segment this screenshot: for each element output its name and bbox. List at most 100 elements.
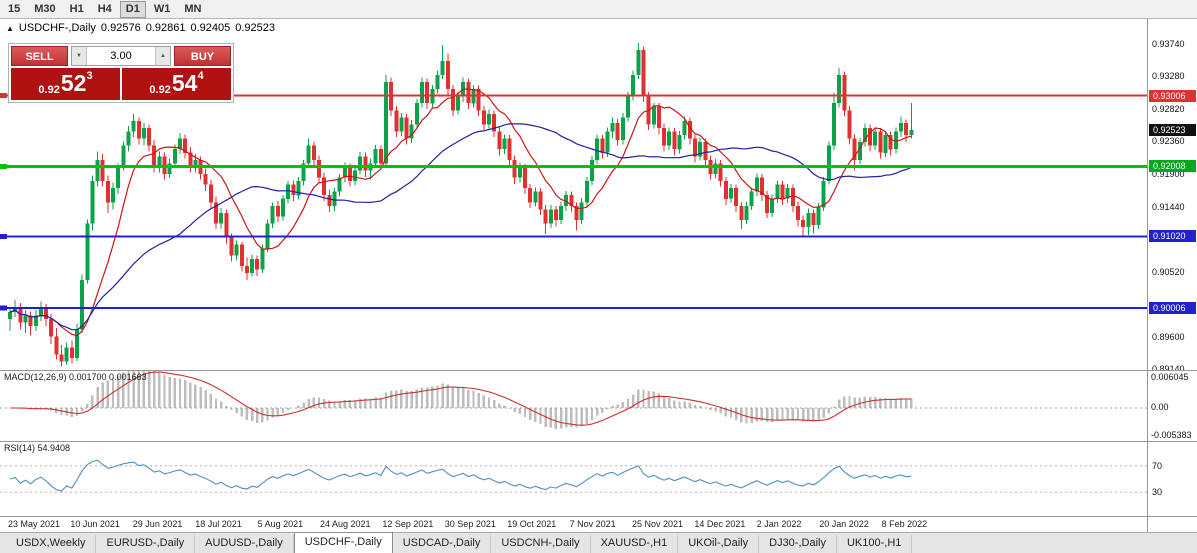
- volume-stepper: ▼ 3.00 ▲: [71, 46, 171, 66]
- volume-decrease-button[interactable]: ▼: [72, 47, 87, 65]
- macd-axis-min: -0.005383: [1151, 430, 1192, 440]
- one-click-trading-widget: SELL ▼ 3.00 ▲ BUY 0.92 52 3 0.92 54 4: [8, 43, 234, 103]
- rsi-chart-canvas[interactable]: [0, 442, 1147, 516]
- main-chart-panel: ▲ USDCHF-,Daily 0.92576 0.92861 0.92405 0.925…: [0, 19, 1197, 370]
- timeframe-button-mn[interactable]: MN: [184, 2, 202, 15]
- price-level-badge: 0.90006: [1149, 302, 1196, 314]
- time-axis-label: 30 Sep 2021: [444, 519, 496, 529]
- buy-price-button[interactable]: 0.92 54 4: [122, 68, 231, 100]
- rsi-indicator-panel: RSI(14) 54.9408 70 30: [0, 441, 1197, 516]
- timeframe-button-d1[interactable]: D1: [119, 0, 146, 18]
- timeframe-button-15[interactable]: 15: [8, 2, 21, 15]
- macd-label: MACD(12,26,9) 0.001700 0.001663: [4, 372, 147, 382]
- macd-plot-area[interactable]: MACD(12,26,9) 0.001700 0.001663: [0, 371, 1147, 441]
- rsi-axis-30: 30: [1152, 487, 1163, 497]
- time-axis-label: 12 Sep 2021: [382, 519, 434, 529]
- price-axis-tick: 0.89600: [1152, 331, 1185, 342]
- price-axis-tick: 0.91440: [1152, 201, 1185, 212]
- rsi-axis-70: 70: [1152, 461, 1163, 471]
- timeframe-button-h1[interactable]: H1: [69, 2, 84, 15]
- sell-price-big: 52: [60, 70, 87, 96]
- sell-price-button[interactable]: 0.92 52 3: [11, 68, 120, 100]
- rsi-label: RSI(14) 54.9408: [4, 443, 71, 453]
- time-axis-label: 29 Jun 2021: [132, 519, 183, 529]
- buy-price-big: 54: [171, 70, 198, 96]
- chart-tab-ukoil-daily[interactable]: UKOil-,Daily: [678, 535, 760, 553]
- price-axis-tick: 0.93740: [1152, 38, 1185, 49]
- chart-tab-eurusd-daily[interactable]: EURUSD-,Daily: [96, 535, 196, 553]
- price-level-badge: 0.93006: [1149, 89, 1196, 102]
- price-axis-tick: 0.91900: [1152, 168, 1185, 179]
- rsi-axis: 70 30: [1147, 442, 1197, 516]
- ohlc-open: 0.92576: [100, 22, 141, 34]
- horizontal-level-lines: [0, 93, 1147, 311]
- chart-tab-audusd-daily[interactable]: AUDUSD-,Daily: [195, 535, 294, 553]
- ma-slow-line: [9, 123, 912, 331]
- one-click-top-row: SELL ▼ 3.00 ▲ BUY: [11, 46, 231, 66]
- chart-plot-area[interactable]: ▲ USDCHF-,Daily 0.92576 0.92861 0.92405 0.925…: [0, 19, 1147, 370]
- macd-axis-zero: 0.00: [1151, 402, 1169, 412]
- chart-tab-dj30-daily[interactable]: DJ30-,Daily: [759, 535, 837, 553]
- buy-price-sup: 4: [197, 70, 204, 82]
- price-level-badge: 0.92008: [1149, 160, 1196, 173]
- chart-tab-usdcnh-daily[interactable]: USDCNH-,Daily: [491, 535, 591, 553]
- sell-price-sup: 3: [86, 70, 93, 82]
- timeframe-button-w1[interactable]: W1: [153, 2, 171, 15]
- chart-tab-usdchf-daily[interactable]: USDCHF-,Daily: [293, 532, 393, 553]
- price-level-badge: 0.92523: [1149, 123, 1196, 136]
- time-axis-label: 18 Jul 2021: [195, 519, 242, 529]
- buy-button[interactable]: BUY: [174, 46, 231, 66]
- time-axis-row: 23 May 2021 10 Jun 2021 29 Jun 2021 18 Jul …: [0, 516, 1197, 532]
- rsi-line: [9, 459, 912, 492]
- price-axis-tick: 0.93280: [1152, 71, 1185, 82]
- price-axis-tick: 0.90520: [1152, 266, 1185, 277]
- time-axis[interactable]: 23 May 2021 10 Jun 2021 29 Jun 2021 18 Jul …: [0, 517, 1147, 532]
- price-chart-canvas[interactable]: [0, 19, 1147, 370]
- price-axis-tick: 0.89140: [1152, 364, 1185, 370]
- time-axis-label: 8 Feb 2022: [881, 519, 928, 529]
- chart-title: ▲ USDCHF-,Daily 0.92576 0.92861 0.92405 0.925…: [6, 22, 280, 34]
- time-axis-label: 14 Dec 2021: [694, 519, 746, 529]
- sell-price-prefix: 0.92: [38, 84, 60, 96]
- time-axis-label: 7 Nov 2021: [569, 519, 616, 529]
- ma-fast-line: [9, 88, 912, 337]
- ohlc-high: 0.92861: [145, 22, 186, 34]
- macd-signal-line: [10, 371, 912, 426]
- macd-indicator-panel: MACD(12,26,9) 0.001700 0.001663 0.006045…: [0, 370, 1197, 441]
- chart-tab-uk100-h1[interactable]: UK100-,H1: [837, 535, 913, 553]
- price-level-badge: 0.91020: [1149, 230, 1196, 243]
- ohlc-low: 0.92405: [190, 22, 231, 34]
- time-axis-corner: [1147, 517, 1197, 532]
- chart-tab-usdx-weekly[interactable]: USDX,Weekly: [6, 535, 97, 553]
- timeframe-toolbar: 15 M30 H1 H4 D1 W1 MN: [0, 0, 1197, 19]
- time-axis-label: 5 Aug 2021: [257, 519, 304, 529]
- buy-price-prefix: 0.92: [149, 84, 171, 96]
- time-axis-label: 20 Jan 2022: [819, 519, 869, 529]
- one-click-toggle-icon[interactable]: ▲: [6, 24, 14, 33]
- macd-axis-max: 0.006045: [1151, 372, 1189, 382]
- timeframe-button-h4[interactable]: H4: [97, 2, 112, 15]
- macd-axis: 0.006045 0.00 -0.005383: [1147, 371, 1197, 441]
- time-axis-label: 10 Jun 2021: [70, 519, 120, 529]
- one-click-price-row: 0.92 52 3 0.92 54 4: [11, 68, 231, 100]
- time-axis-label: 19 Oct 2021: [507, 519, 557, 529]
- timeframe-button-m30[interactable]: M30: [34, 2, 56, 15]
- time-axis-label: 23 May 2021: [8, 519, 61, 529]
- rsi-plot-area[interactable]: RSI(14) 54.9408: [0, 442, 1147, 516]
- volume-increase-button[interactable]: ▲: [155, 47, 170, 65]
- time-axis-label: 24 Aug 2021: [320, 519, 371, 529]
- time-axis-label: 2 Jan 2022: [756, 519, 802, 529]
- ohlc-close: 0.92523: [235, 22, 275, 34]
- chart-symbol-period: USDCHF-,Daily: [18, 22, 96, 34]
- chart-tab-xauusd-h1[interactable]: XAUUSD-,H1: [591, 535, 679, 553]
- sell-button[interactable]: SELL: [11, 46, 68, 66]
- chart-tab-usdcad-daily[interactable]: USDCAD-,Daily: [393, 535, 492, 553]
- price-axis[interactable]: 0.93740 0.93280 0.92820 0.92360 0.91900 0.914…: [1147, 19, 1197, 370]
- time-axis-label: 25 Nov 2021: [632, 519, 684, 529]
- price-axis-tick: 0.92820: [1152, 103, 1185, 114]
- volume-value[interactable]: 3.00: [110, 50, 132, 62]
- macd-chart-canvas[interactable]: [0, 371, 1147, 441]
- price-axis-tick: 0.92360: [1152, 136, 1185, 147]
- chart-tab-bar: USDX,Weekly EURUSD-,Daily AUDUSD-,Daily USD…: [0, 532, 1197, 553]
